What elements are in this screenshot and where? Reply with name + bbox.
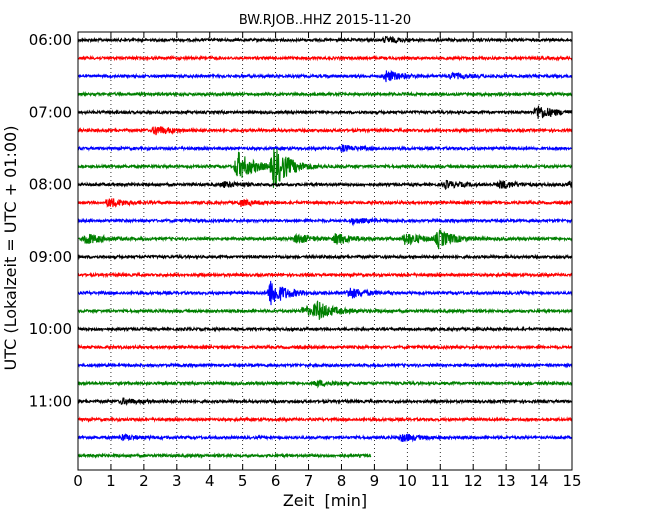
y-tick-label: 06:00 — [29, 31, 72, 49]
x-tick-label: 6 — [271, 472, 281, 490]
trace-line — [77, 361, 573, 369]
y-axis-label: UTC (Lokalzeit = UTC + 01:00) — [1, 126, 20, 371]
y-tick-label: 08:00 — [29, 176, 72, 194]
y-tick-label: 10:00 — [29, 320, 72, 338]
trace-line — [77, 229, 573, 250]
trace-line — [77, 179, 573, 191]
y-tick-label: 09:00 — [29, 248, 72, 266]
trace-line — [77, 271, 573, 279]
trace-line — [77, 325, 573, 333]
x-tick-label: 2 — [139, 472, 149, 490]
grid — [110, 32, 540, 470]
x-tick-label: 14 — [530, 472, 549, 490]
y-tick-labels: 06:00 07:00 08:00 09:00 10:00 11:00 — [29, 31, 72, 410]
trace-line — [77, 432, 573, 443]
x-tick-label: 5 — [238, 472, 248, 490]
x-tick-label: 0 — [73, 472, 83, 490]
x-tick-label: 4 — [205, 472, 215, 490]
x-tick-label: 12 — [464, 472, 483, 490]
trace-line — [77, 452, 372, 459]
trace-line — [77, 253, 573, 261]
trace-line — [77, 198, 573, 208]
x-tick-label: 7 — [304, 472, 314, 490]
y-tick-label: 07:00 — [29, 103, 72, 121]
trace-line — [77, 280, 573, 306]
x-tick-label: 3 — [172, 472, 182, 490]
trace-line — [77, 54, 573, 62]
x-tick-label: 13 — [497, 472, 516, 490]
x-tick-label: 15 — [562, 472, 581, 490]
trace-line — [77, 416, 573, 423]
x-tick-label: 9 — [370, 472, 380, 490]
trace-line — [77, 105, 573, 119]
trace-line — [77, 216, 573, 227]
chart-title: BW.RJOB..HHZ 2015-11-20 — [239, 13, 411, 28]
plot-frame — [77, 31, 573, 471]
seismic-traces — [77, 35, 573, 459]
x-tick-label: 10 — [398, 472, 417, 490]
trace-line — [77, 90, 573, 98]
x-tick-label: 1 — [106, 472, 116, 490]
trace-line — [77, 397, 573, 406]
trace-line — [77, 143, 573, 154]
x-tick-label: 8 — [337, 472, 347, 490]
trace-line — [77, 300, 573, 320]
trace-line — [77, 126, 573, 136]
trace-line — [77, 69, 573, 83]
trace-line — [77, 379, 573, 389]
trace-line — [77, 35, 573, 44]
y-tick-label: 11:00 — [29, 392, 72, 410]
axis-ticks — [77, 32, 573, 470]
trace-line — [77, 148, 573, 188]
x-axis-label: Zeit [min] — [283, 491, 367, 510]
x-tick-labels: 0 1 2 3 4 5 6 7 8 9 10 11 12 13 14 15 — [73, 472, 581, 490]
trace-line — [77, 343, 573, 351]
x-tick-label: 11 — [431, 472, 450, 490]
